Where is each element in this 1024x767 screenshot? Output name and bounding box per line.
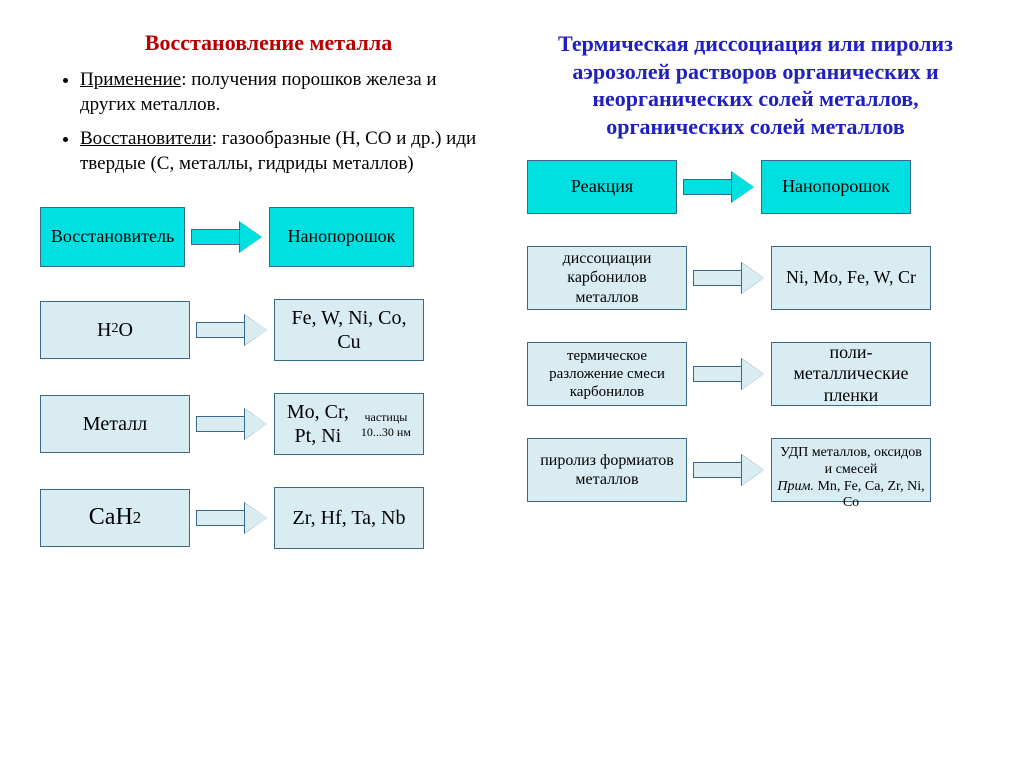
box-target-rest: Mn, Fe, Ca, Zr, Ni, Co — [814, 479, 925, 511]
box-target-main: Mo, Cr, Pt, Ni — [281, 400, 355, 448]
box-target: Нанопорошок — [761, 160, 911, 214]
box-target: Mo, Cr, Pt, Ni частицы 10...30 нм — [274, 393, 424, 455]
bullet-item: Применение: получения порошков железа и … — [80, 68, 497, 117]
left-title: Восстановление металла — [40, 30, 497, 56]
left-rows: Восстановитель Нанопорошок H2O Fe, W, Ni… — [40, 207, 497, 549]
box-source: пиролиз формиатов металлов — [527, 438, 687, 502]
box-target: УДП металлов, оксидов и смесей Прим. Mn,… — [771, 438, 931, 502]
right-title: Термическая диссоциация или пиролиз аэро… — [527, 30, 984, 140]
bullet-list: Применение: получения порошков железа и … — [40, 68, 497, 187]
flow-row-header: Восстановитель Нанопорошок — [40, 207, 497, 267]
flow-row: пиролиз формиатов металлов УДП металлов,… — [527, 438, 984, 502]
right-rows: Реакция Нанопорошок диссоциации карбонил… — [527, 160, 984, 502]
arrow-icon — [693, 359, 765, 389]
box-source: CaH2 — [40, 489, 190, 547]
box-target: Fe, W, Ni, Co, Cu — [274, 299, 424, 361]
flow-row: диссоциации карбонилов металлов Ni, Mo, … — [527, 246, 984, 310]
box-target: Zr, Hf, Ta, Nb — [274, 487, 424, 549]
box-source: термическое разложение смеси карбонилов — [527, 342, 687, 406]
box-target-line1: УДП металлов, оксидов и смесей — [776, 445, 926, 479]
arrow-icon — [196, 503, 268, 533]
bullet-label: Восстановители — [80, 128, 212, 149]
box-target: Нанопорошок — [269, 207, 414, 267]
arrow-icon — [196, 315, 268, 345]
arrow-icon — [693, 455, 765, 485]
box-source: диссоциации карбонилов металлов — [527, 246, 687, 310]
arrow-icon — [196, 409, 268, 439]
box-target-prim: Прим. — [777, 479, 814, 494]
right-column: Термическая диссоциация или пиролиз аэро… — [527, 30, 984, 737]
flow-row-header: Реакция Нанопорошок — [527, 160, 984, 214]
box-source: H2O — [40, 301, 190, 359]
box-target-line2: Прим. Mn, Fe, Ca, Zr, Ni, Co — [776, 479, 926, 513]
box-source: Металл — [40, 395, 190, 453]
arrow-icon — [191, 222, 263, 252]
box-source: Восстановитель — [40, 207, 185, 267]
flow-row: H2O Fe, W, Ni, Co, Cu — [40, 299, 497, 361]
flow-row: термическое разложение смеси карбонилов … — [527, 342, 984, 406]
box-target: Ni, Mo, Fe, W, Cr — [771, 246, 931, 310]
flow-row: Металл Mo, Cr, Pt, Ni частицы 10...30 нм — [40, 393, 497, 455]
arrow-icon — [683, 172, 755, 202]
box-source: Реакция — [527, 160, 677, 214]
bullet-item: Восстановители: газообразные (H, CO и др… — [80, 127, 497, 176]
box-target-note: частицы 10...30 нм — [355, 410, 417, 439]
arrow-icon — [693, 263, 765, 293]
flow-row: CaH2 Zr, Hf, Ta, Nb — [40, 487, 497, 549]
box-target: поли-металлические пленки — [771, 342, 931, 406]
bullet-label: Применение — [80, 69, 181, 90]
left-column: Восстановление металла Применение: получ… — [40, 30, 497, 737]
